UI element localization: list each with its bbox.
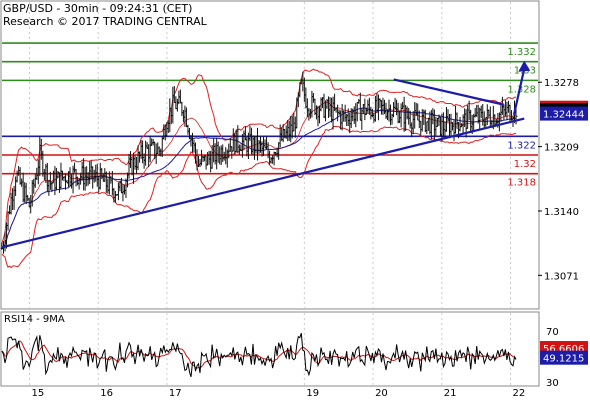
main-panel-frame [0,0,540,310]
level-label: 1.328 [507,84,536,95]
rsi-panel-frame [0,311,540,387]
y-tick-label: 1.3278 [544,78,579,89]
x-tick-label: 20 [375,388,388,399]
rsi-y-tick-label: 30 [546,378,559,389]
level-label: 1.318 [507,178,536,189]
level-label: 1.322 [507,140,536,151]
rsi-title: RSI14 - 9MA [4,314,65,325]
y-tick-label: 1.3209 [544,143,579,154]
rsi-y-tick-label: 70 [546,327,559,338]
trendline [1,117,525,249]
x-tick-label: 22 [513,388,526,399]
rsi-ma-line [1,340,517,369]
x-tick-label: 17 [169,388,182,399]
x-tick-label: 15 [31,388,44,399]
rsi-badge-label: 56.6606 [543,344,584,355]
forecast-arrow-head [518,60,531,72]
level-label: 1.332 [507,47,536,58]
rsi-badge-label: 49.1215 [543,354,584,365]
trendline [393,78,504,106]
bollinger-upper-line [1,68,516,244]
rsi-badge [540,350,588,365]
chart-header-title: GBP/USD - 30min - 09:24:31 (CET) [3,2,193,15]
price-badge [540,106,588,121]
level-label: 1.32 [514,159,536,170]
y-tick-label: 1.3140 [544,207,579,218]
x-tick-label: 16 [100,388,113,399]
bollinger-lower-line [1,125,517,269]
price-badge-label: 1.32444 [543,110,584,121]
x-tick-label: 19 [306,388,319,399]
rsi-line [1,333,517,378]
y-tick-label: 1.3071 [544,271,579,282]
forecast-arrow-shaft [512,68,526,116]
chart-header-copyright: Research © 2017 TRADING CENTRAL [3,15,207,28]
x-tick-label: 21 [444,388,457,399]
